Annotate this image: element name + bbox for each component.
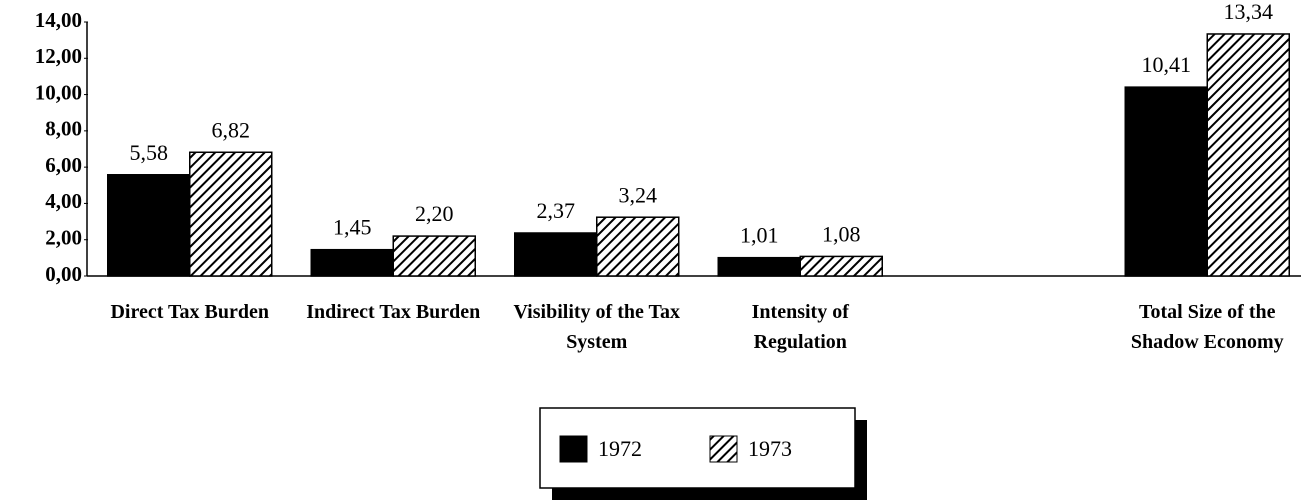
value-label: 3,24 bbox=[619, 182, 658, 207]
y-tick-label: 4,00 bbox=[45, 189, 82, 213]
x-tick-label: Indirect Tax Burden bbox=[306, 301, 481, 323]
bar bbox=[1124, 86, 1208, 277]
bar bbox=[799, 255, 883, 277]
value-label: 1,08 bbox=[822, 221, 861, 246]
value-label: 2,20 bbox=[415, 201, 454, 226]
value-label: 6,82 bbox=[212, 117, 251, 142]
bar bbox=[310, 248, 394, 277]
y-tick-label: 2,00 bbox=[45, 226, 82, 250]
value-label: 1,45 bbox=[333, 215, 372, 240]
bar bbox=[717, 256, 801, 277]
y-tick-label: 8,00 bbox=[45, 117, 82, 141]
bar bbox=[392, 235, 476, 277]
x-tick-label: Visibility of the Tax System bbox=[513, 301, 680, 353]
value-label: 1,01 bbox=[740, 223, 779, 248]
x-tick-label: Total Size of the Shadow Economy bbox=[1130, 301, 1284, 353]
bar bbox=[189, 151, 273, 277]
bar bbox=[107, 174, 191, 277]
legend bbox=[539, 407, 856, 489]
y-tick-label: 10,00 bbox=[35, 80, 82, 104]
value-label: 13,34 bbox=[1224, 0, 1274, 24]
legend-swatch bbox=[709, 435, 738, 463]
y-tick-label: 0,00 bbox=[45, 262, 82, 286]
bar bbox=[1206, 33, 1290, 277]
legend-label: 1972 bbox=[598, 436, 642, 461]
y-tick-label: 12,00 bbox=[35, 44, 82, 68]
value-label: 2,37 bbox=[537, 198, 576, 223]
legend-swatch bbox=[559, 435, 588, 463]
y-tick-label: 6,00 bbox=[45, 153, 82, 177]
y-tick-label: 14,00 bbox=[35, 8, 82, 32]
legend-label: 1973 bbox=[748, 436, 792, 461]
bar bbox=[514, 232, 598, 277]
x-tick-label: Direct Tax Burden bbox=[110, 301, 270, 323]
bar bbox=[596, 216, 680, 277]
x-tick-label: Intensity of Regulation bbox=[751, 301, 849, 353]
value-label: 5,58 bbox=[130, 140, 169, 165]
value-label: 10,41 bbox=[1142, 52, 1192, 77]
